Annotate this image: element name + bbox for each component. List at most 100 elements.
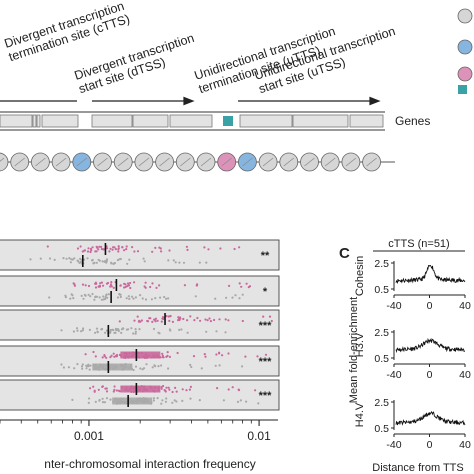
data-point xyxy=(134,332,137,335)
data-point xyxy=(254,389,257,392)
data-point xyxy=(111,248,114,251)
data-point xyxy=(241,365,244,368)
data-point xyxy=(46,245,49,248)
data-point xyxy=(123,249,126,252)
data-point xyxy=(155,286,158,289)
data-point xyxy=(189,363,192,366)
data-point xyxy=(219,247,222,250)
data-point xyxy=(95,295,99,298)
data-point xyxy=(98,245,101,248)
data-point xyxy=(105,356,108,359)
data-point xyxy=(113,385,116,388)
data-point xyxy=(140,319,143,322)
data-point xyxy=(119,284,122,287)
data-point xyxy=(237,388,240,391)
data-point xyxy=(264,353,268,356)
data-point xyxy=(238,246,241,249)
data-point xyxy=(205,261,208,264)
data-point xyxy=(105,390,109,393)
data-point xyxy=(175,390,178,393)
data-point xyxy=(111,328,114,331)
data-point xyxy=(69,261,72,264)
data-point xyxy=(87,293,90,296)
data-point xyxy=(204,318,207,321)
data-point xyxy=(114,248,117,251)
data-point xyxy=(124,285,127,289)
data-point xyxy=(127,328,130,331)
data-point xyxy=(89,364,92,367)
data-point xyxy=(240,285,243,288)
data-point xyxy=(62,366,65,369)
x-tick-label: 0 xyxy=(427,369,433,381)
data-point xyxy=(171,390,174,394)
data-point xyxy=(166,351,169,354)
data-point xyxy=(102,295,105,298)
data-point xyxy=(160,364,163,367)
data-point xyxy=(100,247,103,251)
data-point xyxy=(75,327,79,330)
data-point xyxy=(152,399,155,402)
data-point xyxy=(100,245,103,248)
data-point xyxy=(268,315,272,318)
data-point xyxy=(221,354,224,357)
data-point xyxy=(168,249,171,252)
data-point xyxy=(109,328,112,332)
data-point xyxy=(116,296,120,299)
data-point xyxy=(105,294,108,297)
data-point xyxy=(171,320,174,323)
data-point xyxy=(214,364,217,367)
data-point xyxy=(81,367,84,370)
panel-c: C cTTS (n=51) Mean fold-enrichment Dista… xyxy=(339,238,471,474)
data-point xyxy=(73,257,76,260)
data-point xyxy=(87,284,91,288)
data-point xyxy=(98,296,101,299)
legend-gray-nucleosome-icon xyxy=(457,8,473,24)
data-point xyxy=(87,247,90,250)
x-tick-label: 40 xyxy=(459,369,471,381)
data-point xyxy=(262,315,265,318)
data-point xyxy=(70,258,73,261)
data-point xyxy=(132,332,135,335)
data-point xyxy=(181,388,184,391)
data-point xyxy=(86,257,89,260)
data-point xyxy=(79,260,82,264)
data-point xyxy=(244,355,247,358)
data-point xyxy=(48,257,52,260)
data-point xyxy=(94,331,97,334)
data-point xyxy=(79,257,82,260)
dense-band xyxy=(112,397,153,405)
data-point xyxy=(151,320,154,323)
data-point xyxy=(162,384,165,388)
data-point xyxy=(161,352,164,355)
data-point xyxy=(151,250,154,253)
data-point xyxy=(112,352,115,355)
data-point xyxy=(109,398,112,401)
y-tick-label: 0.5 xyxy=(374,353,389,365)
data-point xyxy=(119,257,122,261)
data-point xyxy=(88,368,91,371)
data-point xyxy=(130,327,133,330)
dot-plot-row xyxy=(0,345,280,377)
data-point xyxy=(154,365,157,368)
data-point xyxy=(207,248,210,251)
data-point xyxy=(158,246,161,249)
data-point xyxy=(175,400,178,403)
enrichment-profile-line xyxy=(395,265,466,285)
transcription-arrows xyxy=(0,96,381,106)
data-point xyxy=(88,328,91,331)
data-point xyxy=(169,329,172,332)
data-point xyxy=(213,318,216,322)
data-point xyxy=(144,298,148,301)
data-point xyxy=(105,247,109,250)
data-point xyxy=(218,318,221,321)
data-point xyxy=(218,352,221,355)
data-point xyxy=(151,366,154,369)
data-point xyxy=(165,386,168,389)
data-point xyxy=(160,387,163,390)
data-point xyxy=(227,352,230,355)
y-tick-label: 2.5 xyxy=(374,397,389,409)
data-point xyxy=(88,397,91,400)
data-point xyxy=(64,296,67,299)
data-point xyxy=(76,259,79,262)
